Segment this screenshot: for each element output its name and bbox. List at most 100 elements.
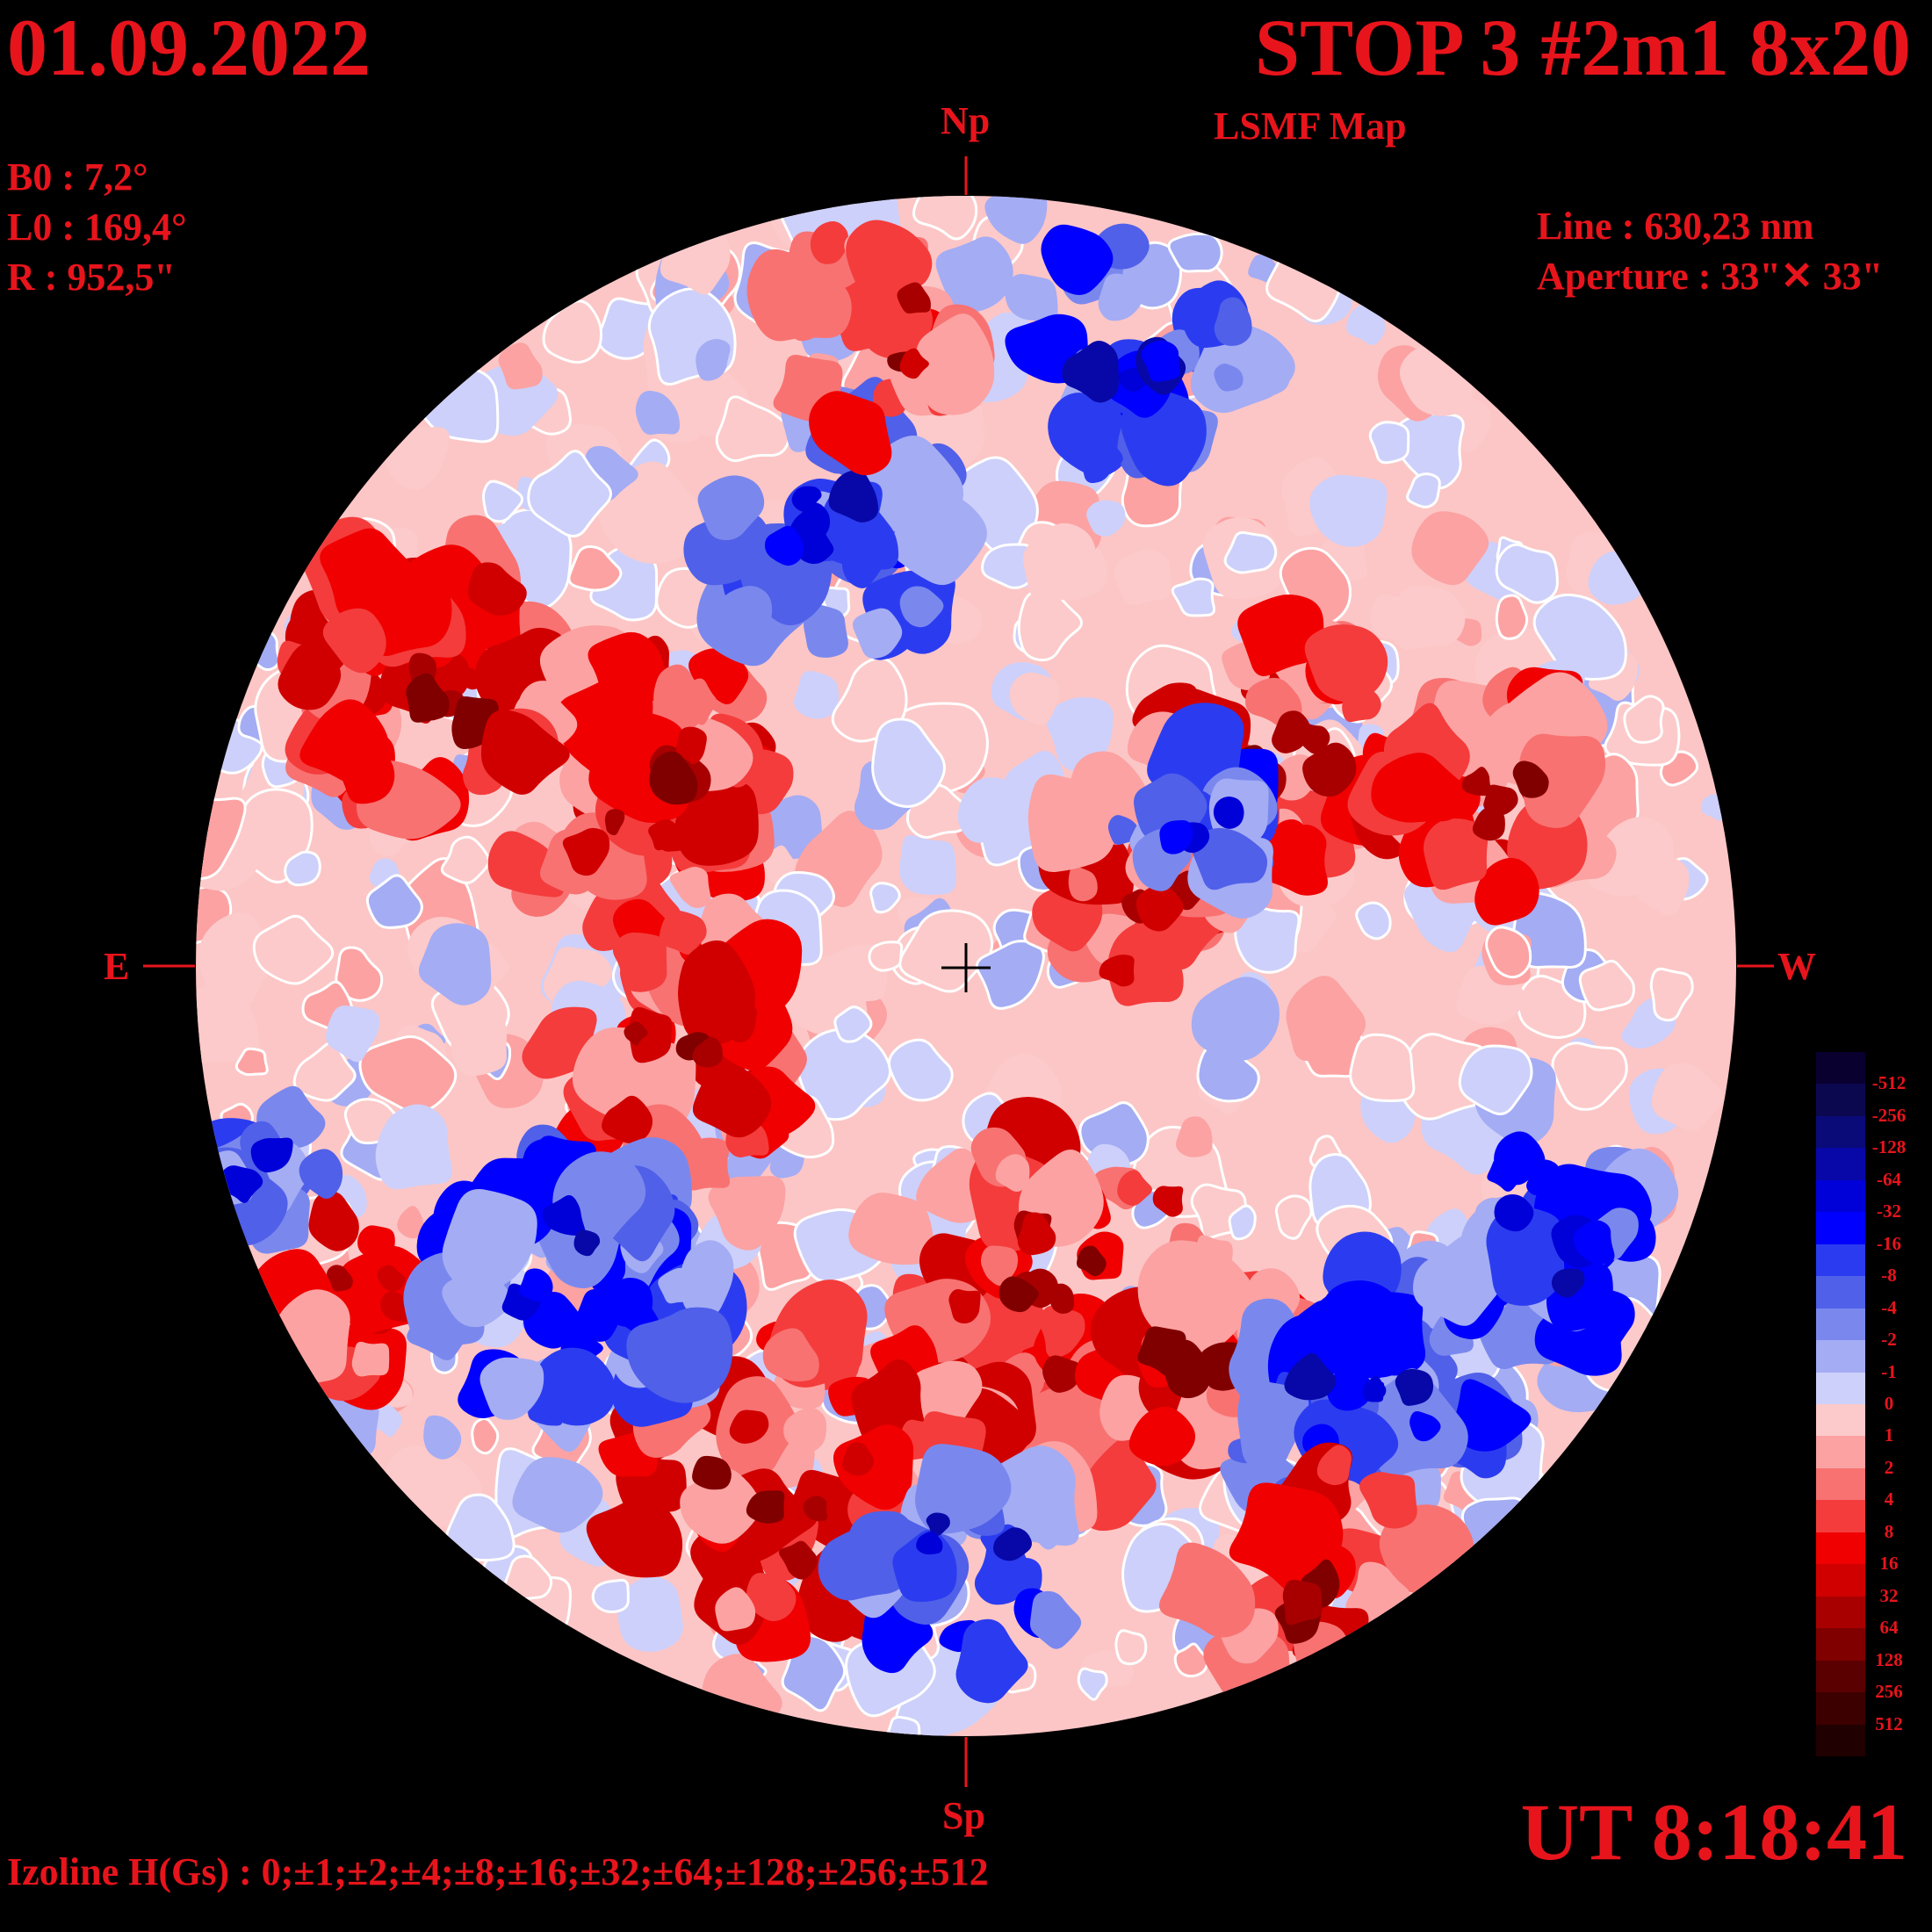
field-patch	[1191, 977, 1280, 1061]
field-patch	[537, 1347, 616, 1426]
scale-label: -128	[1871, 1136, 1907, 1158]
field-patch	[1086, 500, 1126, 537]
scale-label: 1	[1884, 1424, 1894, 1446]
field-patch	[626, 1307, 733, 1403]
field-patch	[890, 487, 987, 586]
field-patch	[1017, 1212, 1056, 1256]
field-patch	[442, 1189, 537, 1293]
field-patch	[1191, 827, 1268, 890]
scale-swatch	[1816, 1692, 1865, 1726]
field-patch	[1304, 624, 1388, 703]
param-radius: R : 952,5"	[7, 256, 176, 299]
field-patch	[542, 299, 603, 364]
field-patch	[1029, 1590, 1082, 1649]
field-patch	[803, 1496, 828, 1522]
scale-swatch	[1816, 1467, 1865, 1501]
field-patch	[697, 475, 765, 541]
field-patch	[871, 717, 946, 808]
field-patch	[1411, 511, 1489, 586]
field-patch	[818, 1525, 915, 1601]
field-patch	[1274, 1194, 1313, 1240]
field-patch	[916, 1531, 943, 1555]
scale-swatch	[1816, 1500, 1865, 1533]
field-patch	[573, 1229, 601, 1257]
field-patch	[406, 673, 450, 723]
field-patch	[1267, 819, 1312, 868]
field-patch	[322, 608, 386, 674]
field-patch	[377, 1265, 406, 1292]
scale-label: -16	[1877, 1232, 1901, 1254]
field-patch	[715, 1587, 756, 1632]
field-patch	[1286, 976, 1366, 1062]
field-patch	[351, 1341, 390, 1377]
field-patch	[1041, 224, 1114, 296]
field-patch	[1248, 254, 1278, 283]
field-patch	[326, 1006, 380, 1063]
scale-label: 64	[1879, 1617, 1899, 1639]
field-patch	[1359, 1472, 1417, 1529]
field-patch	[692, 1036, 723, 1068]
field-patch	[518, 1268, 553, 1302]
field-patch	[1651, 1063, 1724, 1131]
field-patch	[1159, 819, 1193, 854]
field-patch	[783, 1407, 827, 1453]
field-patch	[935, 236, 1013, 314]
field-patch	[246, 629, 281, 672]
observation-date: 01.09.2022	[7, 3, 371, 92]
field-patch	[292, 1041, 357, 1102]
field-patch	[1623, 695, 1665, 744]
field-patch	[1098, 273, 1143, 321]
field-patch	[1077, 1667, 1108, 1701]
field-patch	[1395, 1368, 1434, 1406]
field-patch	[683, 513, 770, 586]
field-patch	[760, 281, 802, 326]
field-patch	[635, 391, 680, 436]
field-patch	[1032, 888, 1103, 952]
field-patch	[718, 586, 773, 634]
scale-swatch	[1816, 1628, 1865, 1662]
field-patch	[602, 1095, 653, 1143]
center-crosshair	[941, 943, 991, 992]
field-patch	[1362, 1375, 1387, 1402]
field-patch	[809, 391, 892, 476]
scale-label: 16	[1879, 1553, 1899, 1575]
field-patch	[789, 502, 831, 544]
field-patch	[445, 1493, 515, 1562]
field-patch	[1452, 1379, 1532, 1452]
scale-swatch	[1816, 1084, 1865, 1117]
field-patch	[653, 664, 703, 732]
field-patch	[308, 1191, 359, 1251]
field-patch	[1309, 474, 1388, 547]
scale-swatch	[1816, 1244, 1865, 1277]
field-patch	[1223, 530, 1278, 574]
field-patch	[853, 608, 903, 659]
field-patch	[1214, 297, 1252, 346]
field-patch	[1587, 817, 1674, 897]
field-patch	[898, 909, 994, 993]
field-patch	[284, 850, 321, 887]
field-patch	[948, 1288, 981, 1324]
field-patch	[542, 1194, 586, 1236]
field-patch	[1158, 1542, 1256, 1638]
field-patch	[1005, 274, 1058, 322]
field-patch	[338, 746, 395, 804]
field-patch	[479, 1357, 544, 1420]
field-patch	[696, 339, 731, 381]
field-patches	[196, 196, 1731, 1736]
scale-swatch	[1816, 1532, 1865, 1565]
field-patch	[1114, 549, 1171, 606]
field-patch	[1173, 1642, 1209, 1678]
field-patch	[1406, 472, 1441, 508]
field-patch	[916, 314, 995, 415]
field-patch	[1494, 1193, 1534, 1232]
field-patch	[868, 941, 904, 972]
field-patch	[1327, 1369, 1373, 1411]
map-title: STOP 3 #2m1 8x20	[1254, 3, 1911, 92]
field-patch	[591, 1578, 630, 1613]
field-patch	[746, 1490, 785, 1524]
field-patch	[481, 479, 524, 523]
field-patch	[883, 1715, 921, 1736]
field-patch	[562, 827, 610, 876]
field-patch	[1284, 1352, 1337, 1401]
